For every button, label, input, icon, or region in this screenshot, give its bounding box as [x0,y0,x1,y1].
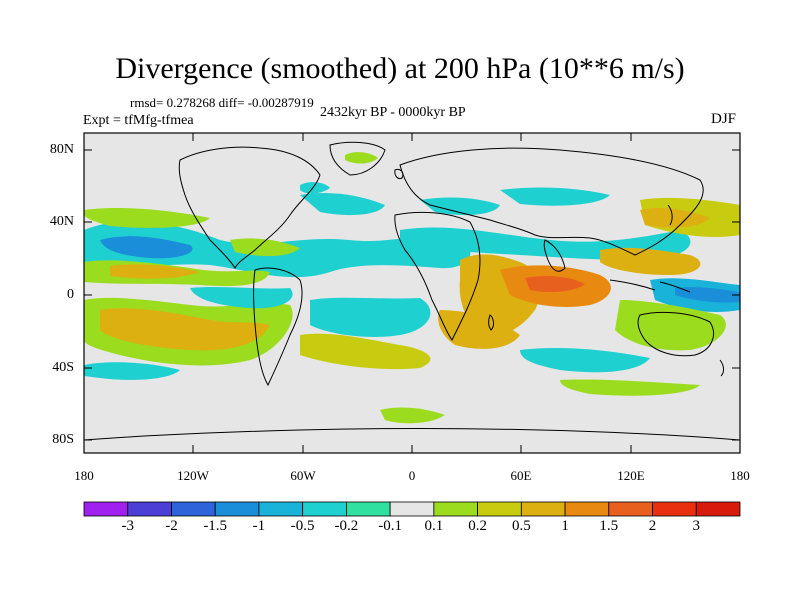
south-pacific-convergence [190,287,293,309]
gulf-divergence [230,238,300,257]
statistics-text: rmsd= 0.278268 diff= -0.00287919 [130,95,314,110]
colorbar-box [127,501,172,517]
colorbar-label: 3 [692,518,701,534]
longitude-ticks [83,133,741,453]
lon-label-60w: 60W [290,468,316,483]
colorbar-label: -3 [121,518,134,534]
north-america-coast [178,146,321,270]
southern-indian-convergence [520,347,650,373]
colorbar-label: 2 [648,518,657,534]
lon-label-120w: 120W [177,468,209,483]
antarctica-coast [84,428,740,441]
map-title: Divergence (smoothed) at 200 hPa (10**6 … [115,52,685,85]
lat-label-40s: 40S [52,360,74,375]
west-pacific-convergence-core [675,287,740,303]
southern-ocean-divergence [438,310,520,349]
colorbar-label: 0.5 [511,518,531,534]
coastlines [84,141,740,441]
colorbar-label: -0.2 [334,518,359,534]
colorbar-label: 1.5 [599,518,619,534]
lon-label-120e: 120E [617,468,645,483]
colorbar-box [302,501,347,517]
season-label: DJF [711,111,737,127]
new-zealand-coast [719,359,724,377]
lon-label-180e: 180 [730,468,750,483]
colorbar-box [477,501,522,517]
australia-divergence [615,300,726,351]
colorbar-box [214,501,260,517]
colorbar-label: 0.2 [468,518,487,534]
indian-ocean-divergence-core [525,276,585,292]
japan-coast [667,204,673,226]
lat-label-0: 0 [67,287,74,302]
siberia-convergence [500,187,610,206]
latitude-ticks [84,149,740,441]
lat-label-80n: 80N [49,142,74,157]
maritime-continent-divergence [600,247,701,275]
south-atlantic-divergence [300,333,431,370]
east-pacific-convergence [84,362,180,380]
india-coast [543,239,566,272]
colorbar-label: -1.5 [203,518,228,534]
arctic-convergence [300,182,330,194]
colorbar-label: -1 [252,518,266,534]
lat-label-80s: 80S [52,432,74,447]
uk-coast [394,169,404,179]
colorbar-box [695,501,741,517]
east-asia-divergence [640,207,710,228]
colorbar-box [608,501,653,517]
indonesia-coast [609,279,691,293]
southern-indian-divergence [560,379,700,396]
africa-coast [394,211,481,341]
atlantic-convergence [310,297,431,337]
lat-label-40n: 40N [49,214,74,229]
pacific-divergence-north-core [110,264,200,279]
tropical-convergence-band-inner [100,236,193,259]
lon-label-180w: 180 [74,468,94,483]
north-atlantic-convergence [300,193,385,216]
europe-convergence [420,197,500,216]
antarctic-divergence [380,407,445,424]
colorbar-box [83,501,129,517]
north-america-divergence [84,207,210,228]
australia-coast [637,311,714,357]
colorbar-box [564,501,610,517]
colorbar-box [258,501,304,517]
period-label: 2432kyr BP - 0000kyr BP [320,105,466,120]
colorbar-label: -2 [165,518,178,534]
eurasia-coast [399,147,704,256]
colorbar-box [389,501,435,517]
colorbar-label: 1 [561,518,569,534]
colorbar-box [171,501,216,517]
colorbar-box [433,501,479,517]
experiment-label: Expt = tfMfg-tfmea [83,113,194,128]
colorbar-box [652,501,697,517]
colorbar-box [520,501,566,517]
colorbar-label: 0.1 [424,518,444,534]
madagascar-coast [488,314,494,331]
colorbar-label: -0.5 [290,518,315,534]
lon-label-60e: 60E [510,468,532,483]
colorbar-box [345,501,391,517]
south-america-coast [252,267,303,387]
greenland-coast [329,141,386,176]
south-pacific-divergence-core [100,308,270,351]
divergence-field [84,152,740,424]
map-background [84,133,740,453]
lon-label-0: 0 [408,468,416,483]
colorbar-label: -0.1 [378,518,402,534]
colorbar [83,501,741,517]
greenland-divergence [345,152,378,164]
